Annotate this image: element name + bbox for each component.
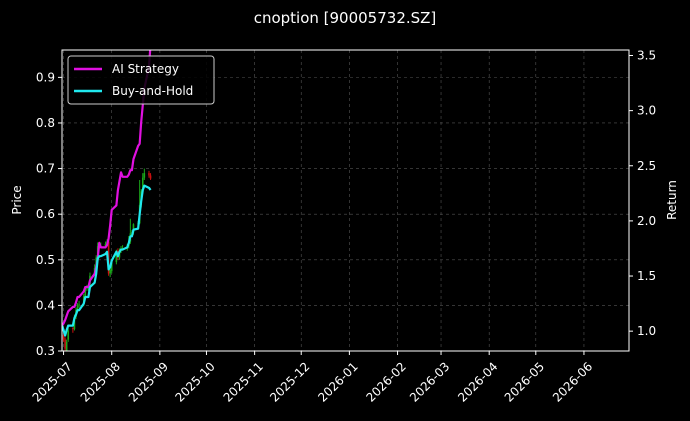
candle-body: [72, 328, 74, 330]
candle-body: [78, 304, 80, 306]
y-tick-label-right: 2.5: [637, 159, 656, 173]
buy-and-hold-line: [62, 184, 152, 337]
candle-body: [64, 339, 66, 349]
legend-buy-and-hold-label: Buy-and-Hold: [112, 84, 193, 98]
y-tick-label-left: 0.6: [36, 207, 55, 221]
y-tick-label-left: 0.5: [36, 253, 55, 267]
candle-body: [67, 330, 70, 340]
y-axis-label-left: Price: [10, 185, 24, 214]
candle-body: [149, 175, 152, 179]
candle-body: [86, 288, 88, 289]
y-tick-label-right: 1.5: [637, 269, 656, 283]
legend-ai-strategy-label: AI Strategy: [112, 62, 179, 76]
candle-body: [76, 305, 79, 310]
y-tick-label-left: 0.3: [36, 344, 55, 358]
candle-body: [62, 335, 65, 340]
chart-title: cnoption [90005732.SZ]: [254, 9, 437, 27]
y-tick-label-left: 0.8: [36, 116, 55, 130]
y-tick-label-right: 2.0: [637, 214, 656, 228]
candle-body: [65, 341, 68, 351]
candle-body: [132, 224, 135, 233]
candle-body: [84, 288, 87, 297]
plot-frame: [61, 49, 630, 352]
candle-body: [109, 269, 111, 274]
candle-body: [143, 173, 146, 178]
legend: AI Strategy Buy-and-Hold: [67, 55, 215, 105]
y-axis-label-right: Return: [665, 180, 679, 220]
ai-strategy-line: [62, 50, 152, 327]
candle-body: [104, 243, 107, 247]
candle-body: [110, 262, 113, 272]
candle-body: [115, 251, 118, 263]
y-tick-label-right: 1.0: [637, 324, 656, 338]
y-tick-label-right: 3.0: [637, 104, 656, 118]
candle-body: [148, 173, 150, 176]
return-lines: [62, 50, 152, 337]
y-tick-label-left: 0.9: [36, 70, 55, 84]
y-tick-label-left: 0.4: [36, 298, 55, 312]
y-tick-label-right: 3.5: [637, 49, 656, 63]
y-tick-label-left: 0.7: [36, 162, 55, 176]
legend-box: [67, 55, 215, 105]
candle-body: [141, 177, 144, 192]
